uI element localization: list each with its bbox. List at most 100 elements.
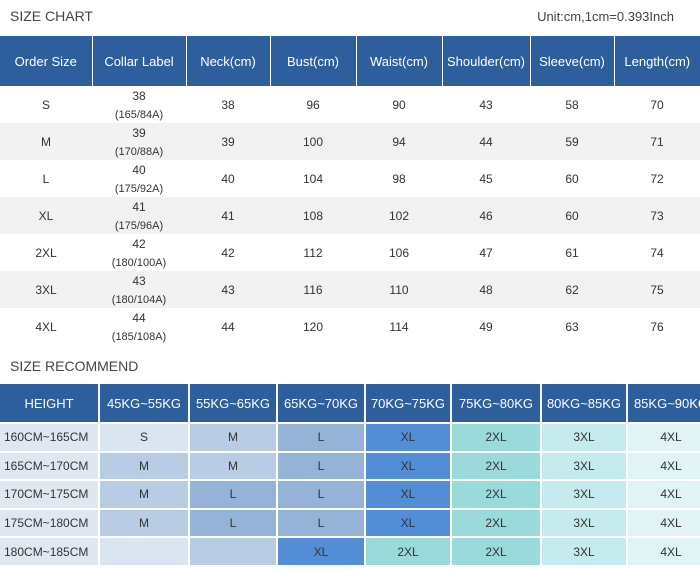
table-cell: L <box>42 171 50 186</box>
table-cell: M <box>0 123 92 160</box>
table-cell <box>190 538 276 565</box>
table-cell: 62 <box>530 271 614 308</box>
table-cell: 170CM~175CM <box>0 481 98 508</box>
table-cell: 75 <box>614 271 700 308</box>
table-row: 175CM~180CM M L L XL 2XL 3XL 4XL <box>0 509 700 537</box>
table-row: 165CM~170CM M M L XL 2XL 3XL 4XL <box>0 452 700 480</box>
table-cell: S <box>100 424 188 451</box>
size-recommend-table: HEIGHT 45KG~55KG 55KG~65KG 65KG~70KG 70KG~75… <box>0 382 700 567</box>
cell-line: (165/84A) <box>114 108 164 121</box>
table-cell: 40 <box>221 171 235 186</box>
table-cell: 41 (175/96A) <box>92 197 186 234</box>
table-cell: 38 (165/84A) <box>92 86 186 123</box>
table-cell: 4XL <box>35 319 57 334</box>
cell-line: (180/104A) <box>111 293 167 306</box>
table-cell: M <box>100 481 188 508</box>
table-cell: 3XL <box>542 538 626 565</box>
table-cell: 42 <box>221 245 235 260</box>
table-cell: M <box>190 424 276 451</box>
table-row: 4XL 44 (185/108A) 44 120 114 49 63 76 <box>0 308 700 345</box>
table-cell: 114 <box>389 319 409 334</box>
table-cell: 110 <box>356 271 442 308</box>
table-cell: 4XL <box>628 452 700 480</box>
table-cell: 60 <box>530 197 614 234</box>
table-row: S 38 (165/84A) 38 96 90 43 58 70 <box>0 86 700 123</box>
table-cell: 63 <box>565 319 579 334</box>
cell-line: 39 <box>132 125 146 140</box>
table-cell: 175CM~180CM <box>0 509 98 537</box>
table-cell: 106 <box>388 245 410 260</box>
table-cell: L <box>190 481 276 508</box>
table-cell: 44 <box>442 123 530 160</box>
cell-line: 41 <box>132 199 146 214</box>
table-row: L 40 (175/92A) 40 104 98 45 60 72 <box>0 160 700 197</box>
table-cell: 112 <box>303 245 323 260</box>
cell-line: (175/96A) <box>114 219 164 232</box>
table-cell: 3XL <box>542 424 626 451</box>
table-cell: 3XL <box>0 271 92 308</box>
table-cell: XL <box>366 509 450 537</box>
table-cell: 44 <box>221 319 235 334</box>
table-row: 160CM~165CM S M L XL 2XL 3XL 4XL <box>0 424 700 451</box>
table-cell: 58 <box>565 97 579 112</box>
table-cell: 76 <box>650 319 664 334</box>
table-cell: 43 (180/104A) <box>92 271 186 308</box>
table-cell: XL <box>366 481 450 508</box>
table-cell: M <box>100 452 188 480</box>
table-cell: L <box>278 509 364 537</box>
cell-line: (170/88A) <box>114 145 164 158</box>
table-cell: 39 <box>186 123 270 160</box>
table-cell: 40 (175/92A) <box>92 160 186 197</box>
table-cell: 120 <box>302 319 324 334</box>
table-cell: L <box>278 481 364 508</box>
cell-line: 44 <box>132 310 146 325</box>
table-cell: 38 <box>221 97 235 112</box>
table-row: 2XL 42 (180/100A) 42 112 106 47 61 74 <box>0 234 700 271</box>
table-row: 180CM~185CM XL 2XL 2XL 3XL 4XL <box>0 538 700 565</box>
table-cell: 94 <box>356 123 442 160</box>
section-title: SIZE RECOMMEND <box>10 358 139 374</box>
table-cell: 108 <box>270 197 356 234</box>
table-cell: 45 <box>479 171 493 186</box>
table-cell: 46 <box>442 197 530 234</box>
header-cell: 65KG~70KG <box>278 384 364 422</box>
size-chart-table: Order Size Collar Label Neck(cm) Bust(cm) Wa… <box>0 36 700 345</box>
table-row: 170CM~175CM M L L XL 2XL 3XL 4XL <box>0 481 700 508</box>
table-cell: 74 <box>650 245 664 260</box>
table-cell: 42 (180/100A) <box>92 234 186 271</box>
header-cell: 80KG~85KG <box>542 384 626 422</box>
table-cell: 180CM~185CM <box>0 538 98 565</box>
table-cell: 70 <box>650 97 664 112</box>
table-cell: 43 <box>186 271 270 308</box>
table-cell: M <box>190 452 276 480</box>
table-cell: XL <box>366 452 450 480</box>
table-cell: 61 <box>565 245 579 260</box>
header-cell: Neck(cm) <box>185 36 270 86</box>
cell-line: 40 <box>132 162 146 177</box>
table-cell: 49 <box>479 319 493 334</box>
header-cell: Collar Label <box>91 36 186 86</box>
table-cell: L <box>278 424 364 451</box>
cell-line: 42 <box>132 236 146 251</box>
cell-line: 43 <box>132 273 146 288</box>
table-cell: 2XL <box>366 538 450 565</box>
table-cell: 90 <box>392 97 406 112</box>
table-cell: 2XL <box>452 424 540 451</box>
table-cell: 2XL <box>452 509 540 537</box>
table-cell: 39 (170/88A) <box>92 123 186 160</box>
table-cell: 3XL <box>542 481 626 508</box>
table-cell: 4XL <box>628 538 700 565</box>
header-row: Order Size Collar Label Neck(cm) Bust(cm) Wa… <box>0 36 700 86</box>
header-cell: Order Size <box>0 36 92 86</box>
table-cell: 59 <box>530 123 614 160</box>
table-cell: 47 <box>479 245 493 260</box>
table-cell: 96 <box>306 97 320 112</box>
table-cell: 60 <box>565 171 579 186</box>
header-cell: Sleeve(cm) <box>529 36 614 86</box>
unit-note: Unit:cm,1cm=0.393Inch <box>537 9 674 24</box>
table-cell: L <box>278 452 364 480</box>
cell-line: (175/92A) <box>114 182 164 195</box>
section-title: SIZE CHART <box>10 8 93 24</box>
header-cell: Waist(cm) <box>355 36 442 86</box>
table-cell: 41 <box>186 197 270 234</box>
